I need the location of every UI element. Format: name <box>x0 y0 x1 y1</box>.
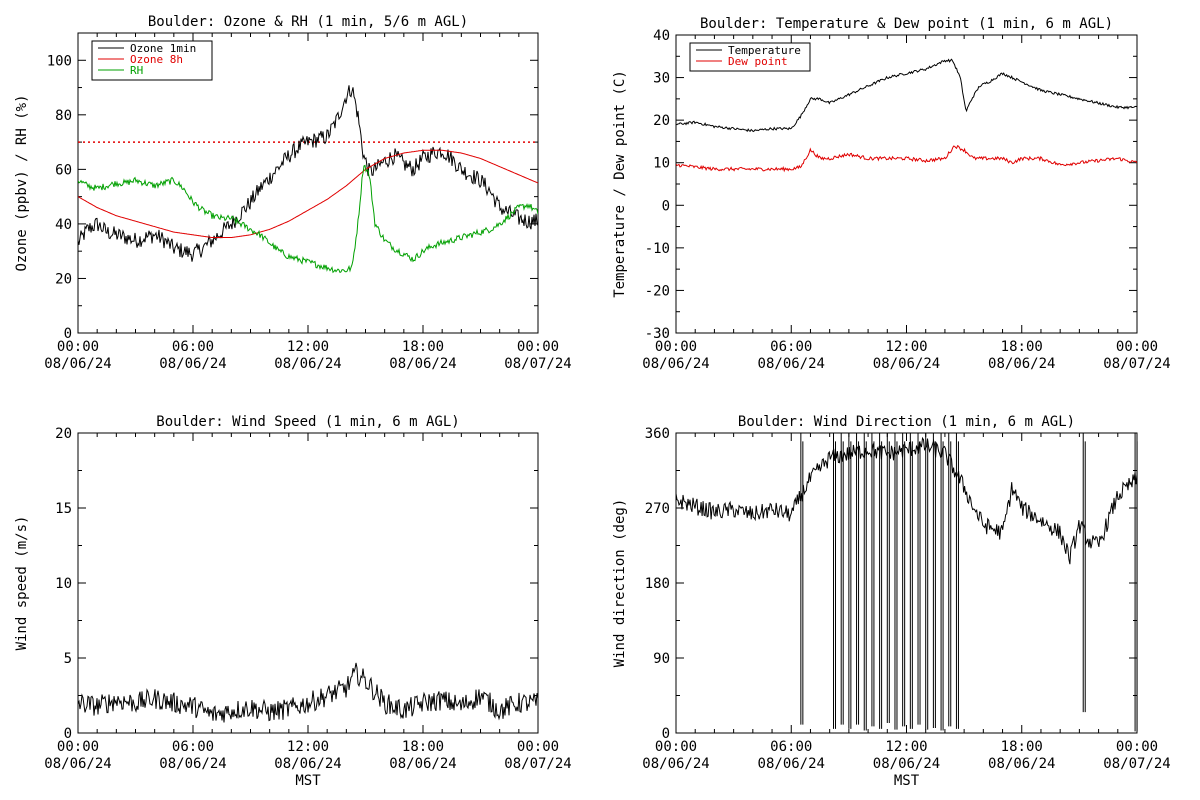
y-tick-label: 0 <box>64 726 72 742</box>
plot-frame <box>675 34 1138 334</box>
series-line-0 <box>676 436 1137 565</box>
y-tick-label: 20 <box>55 426 72 442</box>
panel-title: Boulder: Wind Direction (1 min, 6 m AGL) <box>738 414 1075 430</box>
legend-entry: Ozone 8h <box>130 53 183 66</box>
x-tick-time: 18:00 <box>402 739 444 755</box>
x-tick-date: 08/07/24 <box>504 356 571 372</box>
y-tick-label: 20 <box>653 113 670 129</box>
series-line-0 <box>78 662 538 723</box>
x-tick-date: 08/06/24 <box>758 356 825 372</box>
y-tick-label: 100 <box>47 53 72 69</box>
x-tick-time: 00:00 <box>517 739 559 755</box>
x-tick-date: 08/06/24 <box>758 756 825 772</box>
panel-title: Boulder: Ozone & RH (1 min, 5/6 m AGL) <box>148 14 468 30</box>
y-tick-label: 5 <box>64 651 72 667</box>
legend-entry: Dew point <box>728 55 788 68</box>
panel-0: Boulder: Ozone & RH (1 min, 5/6 m AGL) Oz… <box>14 14 572 372</box>
x-tick-time: 06:00 <box>172 339 214 355</box>
y-tick-label: 10 <box>653 156 670 172</box>
x-tick-time: 00:00 <box>655 339 697 355</box>
x-tick-date: 08/06/24 <box>642 356 709 372</box>
y-tick-label: 0 <box>64 326 72 342</box>
x-tick-time: 00:00 <box>1116 339 1158 355</box>
y-tick-label: -20 <box>645 283 670 299</box>
panel-title: Boulder: Temperature & Dew point (1 min,… <box>700 16 1113 32</box>
x-axis-label: MST <box>894 773 920 789</box>
panel-2: Boulder: Wind Speed (1 min, 6 m AGL) Wind… <box>14 414 572 789</box>
x-tick-date: 08/07/24 <box>1103 756 1170 772</box>
x-tick-date: 08/06/24 <box>988 756 1055 772</box>
y-tick-label: 60 <box>55 162 72 178</box>
legend-entry: Ozone 1min <box>130 42 196 55</box>
legend-entry: RH <box>130 64 143 77</box>
y-tick-label: 15 <box>55 501 72 517</box>
x-tick-time: 18:00 <box>402 339 444 355</box>
panel-3: Boulder: Wind Direction (1 min, 6 m AGL)… <box>612 414 1171 789</box>
x-tick-time: 12:00 <box>885 339 927 355</box>
y-axis-label: Ozone (ppbv) / RH (%) <box>14 94 30 271</box>
x-tick-time: 06:00 <box>172 739 214 755</box>
x-tick-date: 08/06/24 <box>988 356 1055 372</box>
y-tick-label: 20 <box>55 271 72 287</box>
x-tick-date: 08/07/24 <box>504 756 571 772</box>
x-tick-time: 06:00 <box>770 739 812 755</box>
y-tick-label: 360 <box>645 426 670 442</box>
x-tick-time: 18:00 <box>1001 739 1043 755</box>
x-axis-label: MST <box>295 773 321 789</box>
y-tick-label: 0 <box>662 726 670 742</box>
x-tick-time: 00:00 <box>57 739 99 755</box>
x-tick-time: 00:00 <box>57 339 99 355</box>
y-tick-label: -30 <box>645 326 670 342</box>
x-tick-time: 12:00 <box>287 739 329 755</box>
x-tick-date: 08/06/24 <box>44 356 111 372</box>
y-axis-label: Temperature / Dew point (C) <box>612 70 628 298</box>
series-line-1 <box>676 144 1137 173</box>
x-tick-date: 08/06/24 <box>159 356 226 372</box>
x-tick-time: 12:00 <box>885 739 927 755</box>
y-tick-label: 0 <box>662 198 670 214</box>
y-tick-label: 270 <box>645 501 670 517</box>
x-tick-date: 08/06/24 <box>642 756 709 772</box>
y-axis-label: Wind direction (deg) <box>612 499 628 668</box>
y-tick-label: 80 <box>55 108 72 124</box>
x-tick-time: 12:00 <box>287 339 329 355</box>
x-tick-date: 08/06/24 <box>159 756 226 772</box>
plot-frame <box>77 432 539 734</box>
series-line-0 <box>676 58 1137 133</box>
legend-box <box>689 42 811 72</box>
y-tick-label: 90 <box>653 651 670 667</box>
x-tick-time: 00:00 <box>517 339 559 355</box>
x-tick-date: 08/06/24 <box>274 756 341 772</box>
x-tick-date: 08/06/24 <box>44 756 111 772</box>
x-tick-time: 00:00 <box>1116 739 1158 755</box>
x-tick-date: 08/06/24 <box>274 356 341 372</box>
y-axis-label: Wind speed (m/s) <box>14 516 30 651</box>
y-tick-label: -10 <box>645 241 670 257</box>
x-tick-date: 08/06/24 <box>873 356 940 372</box>
series-line-2 <box>78 164 538 274</box>
x-tick-time: 06:00 <box>770 339 812 355</box>
x-tick-date: 08/06/24 <box>389 756 456 772</box>
y-tick-label: 10 <box>55 576 72 592</box>
series-line-1 <box>78 149 538 238</box>
panel-1: Boulder: Temperature & Dew point (1 min,… <box>612 16 1171 372</box>
series-line-0 <box>78 85 538 262</box>
y-tick-label: 30 <box>653 71 670 87</box>
x-tick-time: 00:00 <box>655 739 697 755</box>
y-tick-label: 40 <box>55 217 72 233</box>
panel-title: Boulder: Wind Speed (1 min, 6 m AGL) <box>156 414 459 430</box>
x-tick-date: 08/06/24 <box>389 356 456 372</box>
x-tick-date: 08/07/24 <box>1103 356 1170 372</box>
y-tick-label: 180 <box>645 576 670 592</box>
x-tick-date: 08/06/24 <box>873 756 940 772</box>
x-tick-time: 18:00 <box>1001 339 1043 355</box>
legend-entry: Temperature <box>728 44 801 57</box>
plot-frame <box>675 432 1138 734</box>
y-tick-label: 40 <box>653 28 670 44</box>
